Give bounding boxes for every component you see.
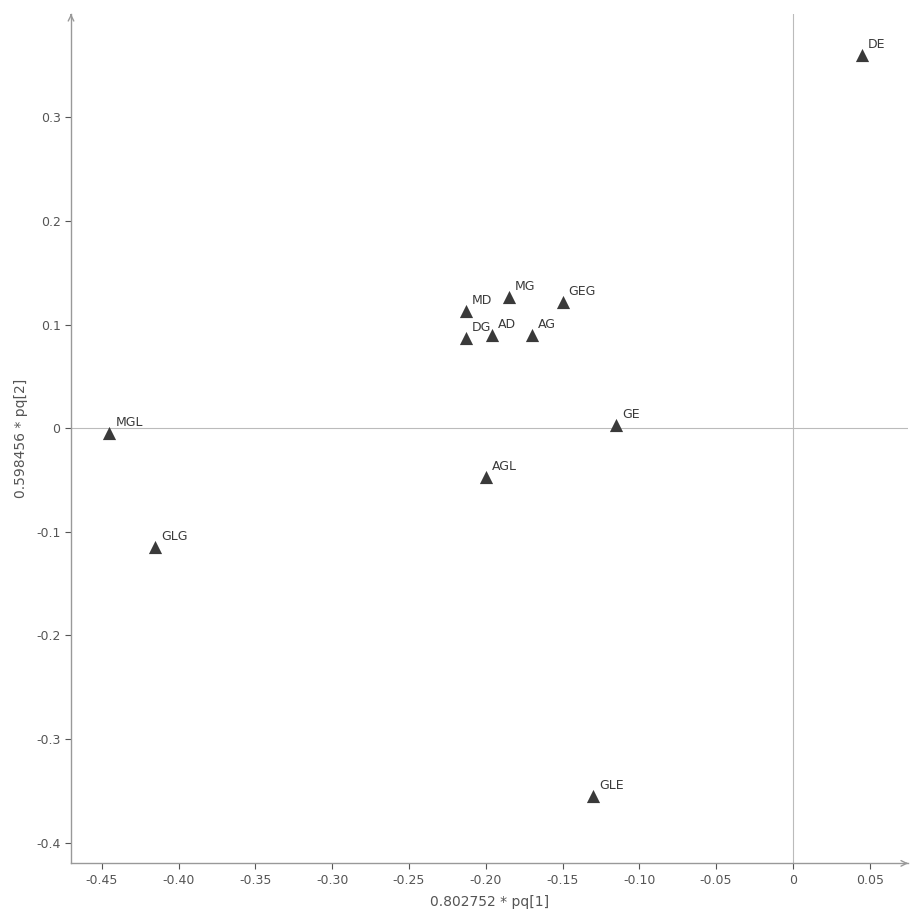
Point [102, 426, 117, 441]
Text: GEG: GEG [569, 284, 596, 298]
Point [148, 540, 163, 555]
Point [855, 48, 869, 63]
Text: AD: AD [498, 318, 516, 330]
X-axis label: 0.802752 * pq[1]: 0.802752 * pq[1] [430, 895, 550, 909]
Text: GE: GE [622, 408, 640, 421]
Text: MGL: MGL [115, 416, 143, 429]
Y-axis label: 0.598456 * pq[2]: 0.598456 * pq[2] [14, 379, 28, 498]
Text: GLG: GLG [161, 530, 188, 544]
Text: MD: MD [472, 294, 492, 307]
Point [609, 418, 623, 433]
Point [484, 328, 499, 342]
Text: DE: DE [869, 38, 886, 51]
Text: AG: AG [538, 318, 556, 330]
Text: DG: DG [472, 321, 491, 334]
Point [585, 788, 600, 803]
Point [555, 294, 570, 309]
Point [479, 470, 493, 485]
Point [458, 304, 473, 318]
Point [458, 330, 473, 345]
Text: MG: MG [514, 280, 536, 293]
Point [525, 328, 539, 342]
Text: AGL: AGL [491, 460, 517, 473]
Text: GLE: GLE [599, 779, 624, 792]
Point [502, 289, 516, 304]
